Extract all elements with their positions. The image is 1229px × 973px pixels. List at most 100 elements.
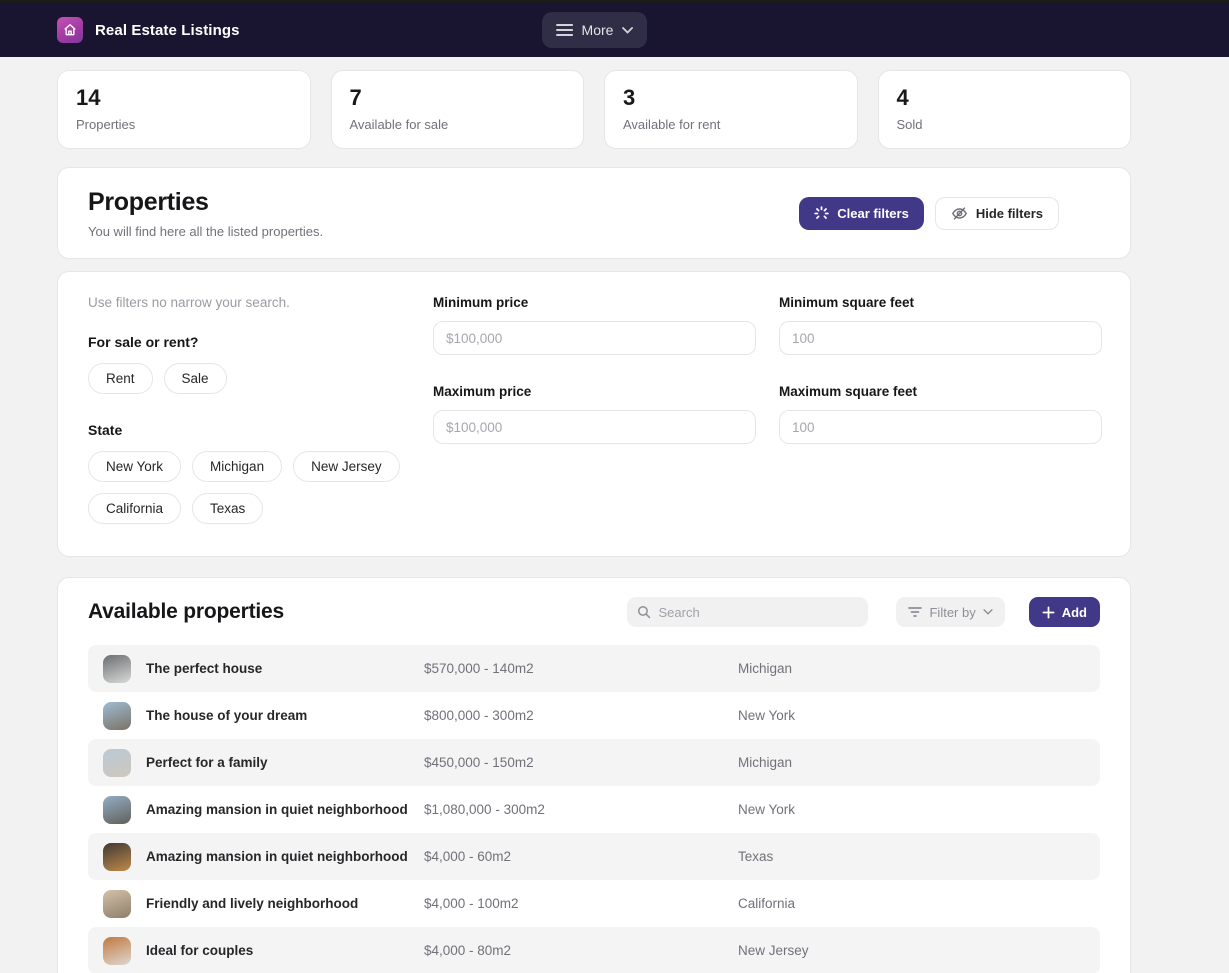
house-icon xyxy=(63,23,77,37)
property-name-cell: Amazing mansion in quiet neighborhood xyxy=(88,842,424,871)
property-state: Michigan xyxy=(738,755,793,770)
property-thumbnail xyxy=(103,936,131,965)
property-name-cell: The house of your dream xyxy=(88,701,424,730)
state-pill[interactable]: New York xyxy=(88,451,182,482)
max-sqft-label: Maximum square feet xyxy=(779,384,918,399)
filter-lines-icon xyxy=(908,606,923,618)
more-button-label: More xyxy=(581,22,614,38)
add-button[interactable]: Add xyxy=(1028,597,1100,627)
stat-value: 3 xyxy=(623,85,636,110)
page-header-text: Properties You will find here all the li… xyxy=(88,188,323,239)
max-price-label: Maximum price xyxy=(433,384,532,399)
stat-card: 7 Available for sale xyxy=(330,70,584,149)
property-thumbnail xyxy=(103,795,131,824)
filters-sqft-column: Minimum square feet Maximum square feet xyxy=(779,295,1102,524)
brand[interactable]: Real Estate Listings xyxy=(57,17,240,43)
stat-value: 4 xyxy=(896,85,909,110)
property-price-size: $1,080,000 - 300m2 xyxy=(424,802,545,817)
search-icon xyxy=(637,605,651,619)
window-top-strip xyxy=(0,0,1229,3)
hide-filters-button[interactable]: Hide filters xyxy=(934,196,1059,230)
property-price-size: $800,000 - 300m2 xyxy=(424,708,534,723)
property-name-cell: The perfect house xyxy=(88,654,424,683)
stats-row: 14 Properties 7 Available for sale 3 Ava… xyxy=(57,70,1131,149)
property-thumbnail xyxy=(103,889,131,918)
page-title: Properties xyxy=(88,187,209,216)
property-price-size: $450,000 - 150m2 xyxy=(424,755,534,770)
table-row[interactable]: Ideal for couples $4,000 - 80m2 New Jers… xyxy=(88,927,1100,973)
max-price-input[interactable] xyxy=(433,410,756,444)
property-name: Amazing mansion in quiet neighborhood xyxy=(146,849,408,864)
filters-left-column: Use filters no narrow your search. For s… xyxy=(88,295,410,524)
top-navbar: Real Estate Listings More xyxy=(0,3,1229,57)
sale-or-rent-pill[interactable]: Rent xyxy=(88,363,153,394)
header-actions: Clear filters Hide filters xyxy=(799,196,1059,230)
table-row[interactable]: Perfect for a family $450,000 - 150m2 Mi… xyxy=(88,739,1100,786)
stat-card: 3 Available for rent xyxy=(604,70,858,149)
property-name-cell: Friendly and lively neighborhood xyxy=(88,889,424,918)
search-input[interactable] xyxy=(658,604,859,620)
app-logo xyxy=(57,17,83,43)
eye-off-icon xyxy=(951,206,968,221)
state-label: State xyxy=(88,422,123,438)
table-row[interactable]: Amazing mansion in quiet neighborhood $4… xyxy=(88,833,1100,880)
table-row[interactable]: The house of your dream $800,000 - 300m2… xyxy=(88,692,1100,739)
property-state: New York xyxy=(738,708,796,723)
clear-filters-button[interactable]: Clear filters xyxy=(799,196,924,230)
property-price-size: $4,000 - 100m2 xyxy=(424,896,519,911)
table-row[interactable]: The perfect house $570,000 - 140m2 Michi… xyxy=(88,645,1100,692)
sale-or-rent-pill[interactable]: Sale xyxy=(163,363,227,394)
filter-by-button[interactable]: Filter by xyxy=(896,597,1005,627)
chevron-down-icon xyxy=(622,26,634,34)
property-state: New Jersey xyxy=(738,943,809,958)
stat-card: 14 Properties xyxy=(57,70,311,149)
listings-header: Available properties xyxy=(88,597,1100,627)
clear-filters-label: Clear filters xyxy=(837,205,909,221)
state-options: New York Michigan New Jersey California … xyxy=(88,451,410,524)
max-sqft-group: Maximum square feet xyxy=(779,384,1102,444)
add-button-label: Add xyxy=(1061,604,1087,620)
hide-filters-label: Hide filters xyxy=(975,205,1043,221)
property-thumbnail xyxy=(103,842,131,871)
listings-card: Available properties xyxy=(57,577,1131,973)
property-thumbnail xyxy=(103,701,131,730)
state-pill[interactable]: Michigan xyxy=(192,451,283,482)
property-name: Friendly and lively neighborhood xyxy=(146,896,359,911)
listings-title: Available properties xyxy=(88,600,284,623)
table-row[interactable]: Amazing mansion in quiet neighborhood $1… xyxy=(88,786,1100,833)
plus-icon xyxy=(1042,606,1055,619)
state-pill[interactable]: Texas xyxy=(192,493,264,524)
property-price-size: $570,000 - 140m2 xyxy=(424,661,534,676)
property-name-cell: Perfect for a family xyxy=(88,748,424,777)
filters-hint: Use filters no narrow your search. xyxy=(88,295,290,310)
property-state: Texas xyxy=(738,849,774,864)
filter-by-label: Filter by xyxy=(929,604,976,620)
stat-value: 7 xyxy=(349,85,362,110)
property-name: The perfect house xyxy=(146,661,263,676)
property-name-cell: Ideal for couples xyxy=(88,936,424,965)
property-state: Michigan xyxy=(738,661,793,676)
sale-or-rent-options: Rent Sale xyxy=(88,363,410,394)
min-price-input[interactable] xyxy=(433,321,756,355)
stat-value: 14 xyxy=(76,85,101,110)
search-box[interactable] xyxy=(627,597,869,627)
min-sqft-input[interactable] xyxy=(779,321,1102,355)
property-name: Perfect for a family xyxy=(146,755,268,770)
state-pill[interactable]: New Jersey xyxy=(293,451,400,482)
table-row[interactable]: Friendly and lively neighborhood $4,000 … xyxy=(88,880,1100,927)
property-name: The house of your dream xyxy=(146,708,308,723)
max-sqft-input[interactable] xyxy=(779,410,1102,444)
min-sqft-group: Minimum square feet xyxy=(779,295,1102,355)
property-name: Amazing mansion in quiet neighborhood xyxy=(146,802,408,817)
more-button[interactable]: More xyxy=(541,12,648,48)
state-pill[interactable]: California xyxy=(88,493,182,524)
min-price-group: Minimum price xyxy=(433,295,756,355)
page-header-card: Properties You will find here all the li… xyxy=(57,167,1131,259)
property-state: New York xyxy=(738,802,796,817)
stat-card: 4 Sold xyxy=(877,70,1131,149)
filters-card: Use filters no narrow your search. For s… xyxy=(57,271,1131,557)
burst-icon xyxy=(814,205,830,221)
stat-label: Properties xyxy=(76,117,136,132)
property-price-size: $4,000 - 80m2 xyxy=(424,943,512,958)
stat-label: Available for rent xyxy=(623,117,721,132)
